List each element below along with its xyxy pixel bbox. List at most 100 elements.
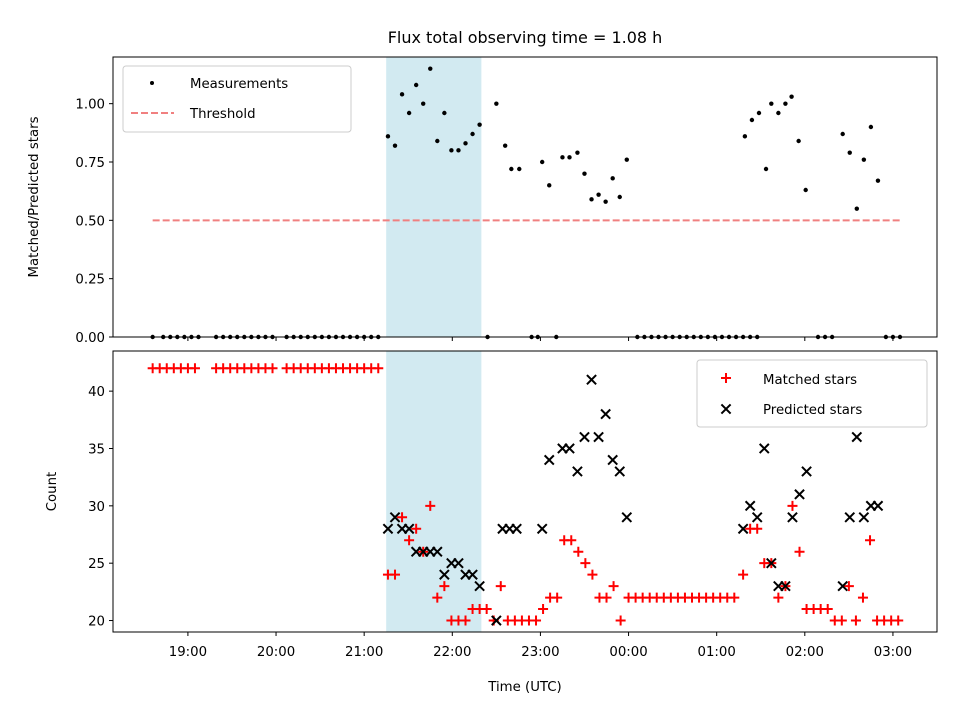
matched-star-point (857, 592, 868, 603)
y-tick-label: 25 (88, 557, 105, 572)
measurement-point (413, 82, 419, 88)
measurement-point (392, 143, 398, 148)
top-legend-box (122, 65, 352, 133)
measurement-point (789, 94, 794, 99)
legend-measurements-marker (150, 81, 154, 85)
matched-star-point (773, 592, 784, 603)
measurement-point (776, 110, 781, 116)
predicted-star-point (474, 580, 485, 592)
predicted-star-point (564, 443, 575, 454)
measurement-point (428, 66, 433, 71)
y-tick-label: 0.75 (75, 156, 105, 171)
predicted-star-point (600, 408, 611, 420)
measurement-point (470, 131, 475, 137)
matched-star-point (787, 500, 798, 511)
predicted-star-points (382, 374, 884, 626)
measurement-point (840, 131, 845, 137)
matched-star-point (397, 512, 408, 523)
measurement-point (617, 194, 622, 200)
predicted-star-point (837, 580, 849, 592)
matched-star-point (390, 569, 401, 580)
predicted-star-point (621, 511, 633, 523)
measurement-point (596, 192, 601, 197)
measurement-point (517, 166, 522, 172)
x-tick-label: 19:00 (169, 645, 207, 660)
measurement-point (421, 101, 426, 106)
measurement-point (435, 138, 440, 144)
matched-star-point (439, 581, 450, 592)
measurement-point (589, 197, 594, 202)
matched-star-point (738, 569, 749, 580)
matched-star-point (425, 500, 436, 511)
bottom-y-ticks: 20 25 30 35 40 (88, 385, 113, 630)
measurement-point (477, 122, 482, 127)
predicted-star-point (593, 431, 604, 443)
matched-star-point (432, 592, 443, 603)
top-legend: Measurements Threshold (122, 65, 352, 133)
matched-star-point (794, 546, 805, 557)
bottom-highlight-span (386, 351, 482, 632)
x-tick-label: 22:00 (433, 645, 471, 660)
matched-star-point (601, 592, 612, 603)
matched-star-point (460, 615, 471, 626)
predicted-star-point (439, 569, 450, 580)
predicted-star-point (758, 443, 770, 454)
bottom-legend: Matched stars Predicted stars (696, 359, 928, 428)
predicted-star-point (467, 569, 478, 580)
legend-threshold-label: Threshold (189, 107, 256, 122)
measurement-point (567, 155, 572, 160)
predicted-star-point (586, 374, 597, 385)
matched-star-point (566, 535, 577, 546)
top-highlight-span (386, 57, 482, 337)
measurement-point (769, 101, 774, 106)
measurement-point (502, 143, 508, 148)
matched-star-point (843, 581, 854, 592)
bottom-y-axis-label: Count (45, 472, 60, 512)
bottom-x-ticks: 19:00 20:00 21:00 22:00 23:00 00:00 01:00 02:00… (169, 632, 912, 660)
matched-star-point (587, 569, 598, 580)
predicted-star-point (536, 523, 548, 535)
predicted-star-point (780, 580, 791, 592)
predicted-star-point (511, 523, 522, 535)
y-tick-label: 0.25 (75, 273, 105, 288)
predicted-star-point (382, 523, 394, 535)
bottom-panel: 20 25 30 35 40 19:00 20:00 21:00 22:00 23:00 00:0… (45, 350, 938, 695)
measurement-point (749, 117, 755, 123)
matched-star-point (752, 523, 763, 534)
legend-predicted-marker (720, 403, 732, 415)
measurement-point (406, 110, 412, 116)
predicted-star-point (453, 557, 464, 569)
x-tick-label: 21:00 (345, 645, 383, 660)
predicted-star-point (851, 431, 863, 443)
predicted-star-point (579, 431, 590, 443)
y-tick-label: 0.00 (75, 331, 105, 346)
measurement-point (463, 141, 468, 146)
predicted-star-point (872, 500, 884, 512)
measurement-point (875, 178, 881, 183)
predicted-star-point (766, 557, 777, 569)
predicted-star-point (751, 511, 763, 523)
matched-star-point (538, 604, 549, 615)
matched-star-point (729, 592, 740, 603)
x-tick-label: 01:00 (698, 645, 736, 660)
matched-star-point (373, 363, 384, 374)
matched-star-point (481, 604, 492, 615)
matched-star-point (531, 615, 542, 626)
legend-measurements-label: Measurements (190, 77, 288, 92)
y-tick-label: 30 (88, 500, 105, 515)
x-tick-label: 03:00 (874, 645, 912, 660)
measurement-point (803, 187, 808, 193)
legend-plus-glyph (721, 373, 731, 383)
x-tick-label: 00:00 (609, 645, 647, 660)
measurement-point (385, 134, 391, 139)
predicted-star-point (607, 454, 618, 466)
top-y-ticks: 0.00 0.25 0.50 0.75 1.00 (75, 98, 113, 346)
predicted-star-point (744, 500, 756, 512)
top-panel: 0.00 0.25 0.50 0.75 1.00 Flux total observin… (27, 28, 938, 346)
measurement-point (783, 101, 788, 106)
legend-x-glyph (720, 403, 732, 415)
measurement-point (582, 171, 587, 176)
measurement-point (861, 157, 867, 162)
predicted-star-point (389, 511, 401, 523)
